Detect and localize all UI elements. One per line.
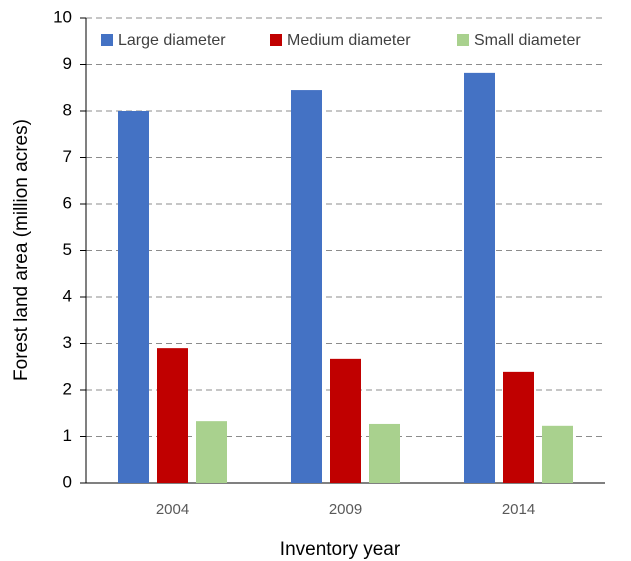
y-tick-label: 2 — [63, 379, 72, 398]
x-tick-label: 2009 — [329, 501, 362, 518]
y-tick-label: 4 — [63, 286, 72, 305]
y-tick-label: 5 — [63, 240, 72, 259]
y-tick-label: 8 — [63, 100, 72, 119]
y-axis-title: Forest land area (million acres) — [11, 119, 32, 381]
x-tick-label: 2004 — [156, 501, 189, 518]
legend-label: Large diameter — [118, 32, 226, 49]
y-tick-label: 3 — [63, 333, 72, 352]
bar — [118, 111, 149, 483]
bar — [291, 90, 322, 483]
y-tick-label: 9 — [63, 54, 72, 73]
x-tick-label: 2014 — [502, 501, 535, 518]
x-axis-title: Inventory year — [280, 539, 401, 560]
y-tick-label: 7 — [63, 147, 72, 166]
bar — [503, 371, 534, 483]
bar — [542, 425, 573, 483]
legend-label: Small diameter — [474, 32, 581, 49]
legend-swatch — [101, 34, 113, 46]
y-tick-label: 0 — [63, 472, 72, 491]
bar — [196, 421, 227, 483]
bar — [157, 348, 188, 483]
legend-label: Medium diameter — [287, 32, 411, 49]
bar — [464, 72, 495, 484]
bar — [330, 358, 361, 483]
y-tick-label: 6 — [63, 193, 72, 212]
legend-swatch — [270, 34, 282, 46]
legend-swatch — [457, 34, 469, 46]
y-tick-label: 10 — [53, 7, 72, 26]
y-tick-label: 1 — [63, 426, 72, 445]
bar — [369, 423, 400, 483]
